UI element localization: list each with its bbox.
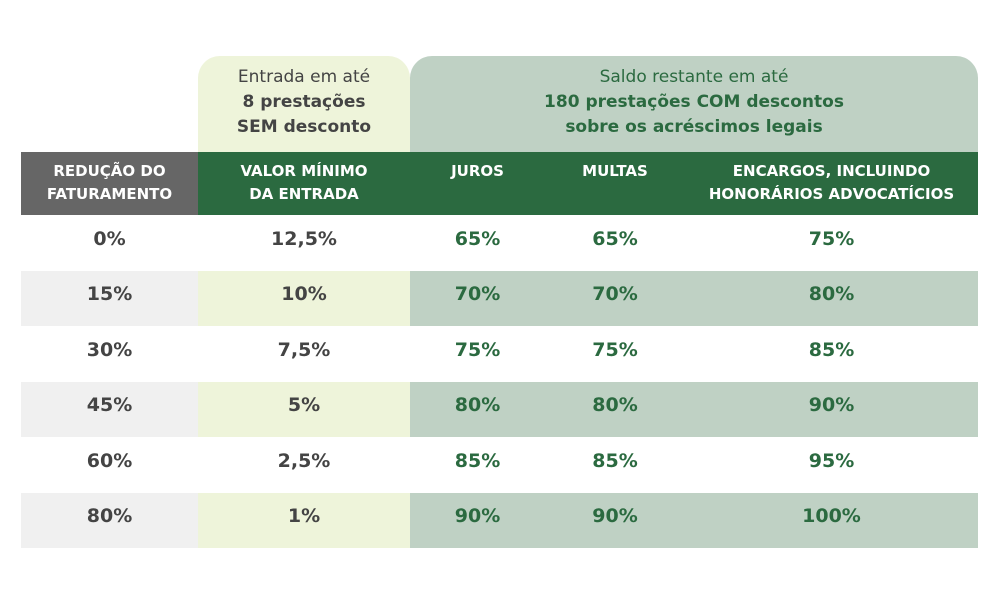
- cell-encargos: 95%: [808, 449, 855, 472]
- cell-encargos: 90%: [685, 381, 978, 437]
- cell-juros: 80%: [410, 381, 545, 437]
- entrada-line2: 8 prestações: [242, 92, 366, 112]
- col-header-line: JUROS: [451, 162, 504, 180]
- cell-valor-minimo: 1%: [198, 492, 410, 548]
- cell-juros: 85%: [454, 449, 501, 472]
- cell-multas: 65%: [592, 227, 638, 250]
- entrada-header-box: Entrada em até 8 prestações SEM desconto: [198, 56, 410, 152]
- entrada-line3: SEM desconto: [236, 117, 372, 137]
- cell-juros: 75%: [454, 338, 501, 361]
- col-header-line: DA ENTRADA: [249, 185, 359, 203]
- cell-reducao: 60%: [86, 449, 133, 472]
- col-header-encargos: ENCARGOS, INCLUINDO HONORÁRIOS ADVOCATÍCI…: [685, 152, 978, 215]
- col-header-juros: JUROS: [410, 152, 545, 215]
- table-row: 30% 7,5% 75% 75% 85%: [21, 326, 978, 382]
- cell-multas: 90%: [545, 492, 685, 548]
- discount-table: REDUÇÃO DO FATURAMENTO VALOR MÍNIMO DA ENT…: [21, 152, 978, 548]
- table-row: 45% 5% 80% 80% 90%: [21, 381, 978, 437]
- saldo-line2: 180 prestações COM descontos: [544, 92, 844, 112]
- cell-encargos: 100%: [685, 492, 978, 548]
- table-row: 0% 12,5% 65% 65% 75%: [21, 215, 978, 271]
- saldo-line3: sobre os acréscimos legais: [565, 117, 823, 137]
- col-header-line: FATURAMENTO: [46, 185, 173, 203]
- cell-valor-minimo: 7,5%: [277, 338, 331, 361]
- col-header-line: HONORÁRIOS ADVOCATÍCIOS: [708, 185, 955, 203]
- col-header-line: MULTAS: [582, 162, 648, 180]
- cell-valor-minimo: 12,5%: [271, 227, 337, 250]
- table-row: 80% 1% 90% 90% 100%: [21, 492, 978, 548]
- cell-valor-minimo: 2,5%: [277, 449, 331, 472]
- entrada-line1: Entrada em até: [237, 67, 371, 87]
- col-header-reducao: REDUÇÃO DO FATURAMENTO: [21, 152, 198, 215]
- cell-juros: 70%: [410, 270, 545, 326]
- cell-reducao: 30%: [86, 338, 133, 361]
- cell-reducao: 15%: [21, 270, 198, 326]
- col-header-valor-minimo: VALOR MÍNIMO DA ENTRADA: [198, 152, 410, 215]
- cell-multas: 85%: [592, 449, 638, 472]
- cell-juros: 90%: [410, 492, 545, 548]
- col-header-line: REDUÇÃO DO: [53, 162, 166, 180]
- col-header-line: VALOR MÍNIMO: [240, 162, 368, 180]
- saldo-header-box: Saldo restante em até 180 prestações COM…: [410, 56, 978, 152]
- cell-encargos: 80%: [685, 270, 978, 326]
- cell-reducao: 45%: [21, 381, 198, 437]
- cell-reducao: 0%: [93, 227, 126, 250]
- cell-multas: 75%: [592, 338, 638, 361]
- col-header-multas: MULTAS: [545, 152, 685, 215]
- table-row: 15% 10% 70% 70% 80%: [21, 270, 978, 326]
- header-row: REDUÇÃO DO FATURAMENTO VALOR MÍNIMO DA ENT…: [21, 152, 978, 215]
- cell-valor-minimo: 5%: [198, 381, 410, 437]
- cell-encargos: 75%: [808, 227, 855, 250]
- cell-multas: 80%: [545, 381, 685, 437]
- cell-juros: 65%: [454, 227, 501, 250]
- cell-multas: 70%: [545, 270, 685, 326]
- saldo-line1: Saldo restante em até: [599, 67, 789, 87]
- col-header-line: ENCARGOS, INCLUINDO: [732, 162, 931, 180]
- cell-valor-minimo: 10%: [198, 270, 410, 326]
- table-row: 60% 2,5% 85% 85% 95%: [21, 437, 978, 493]
- cell-reducao: 80%: [21, 492, 198, 548]
- cell-encargos: 85%: [808, 338, 855, 361]
